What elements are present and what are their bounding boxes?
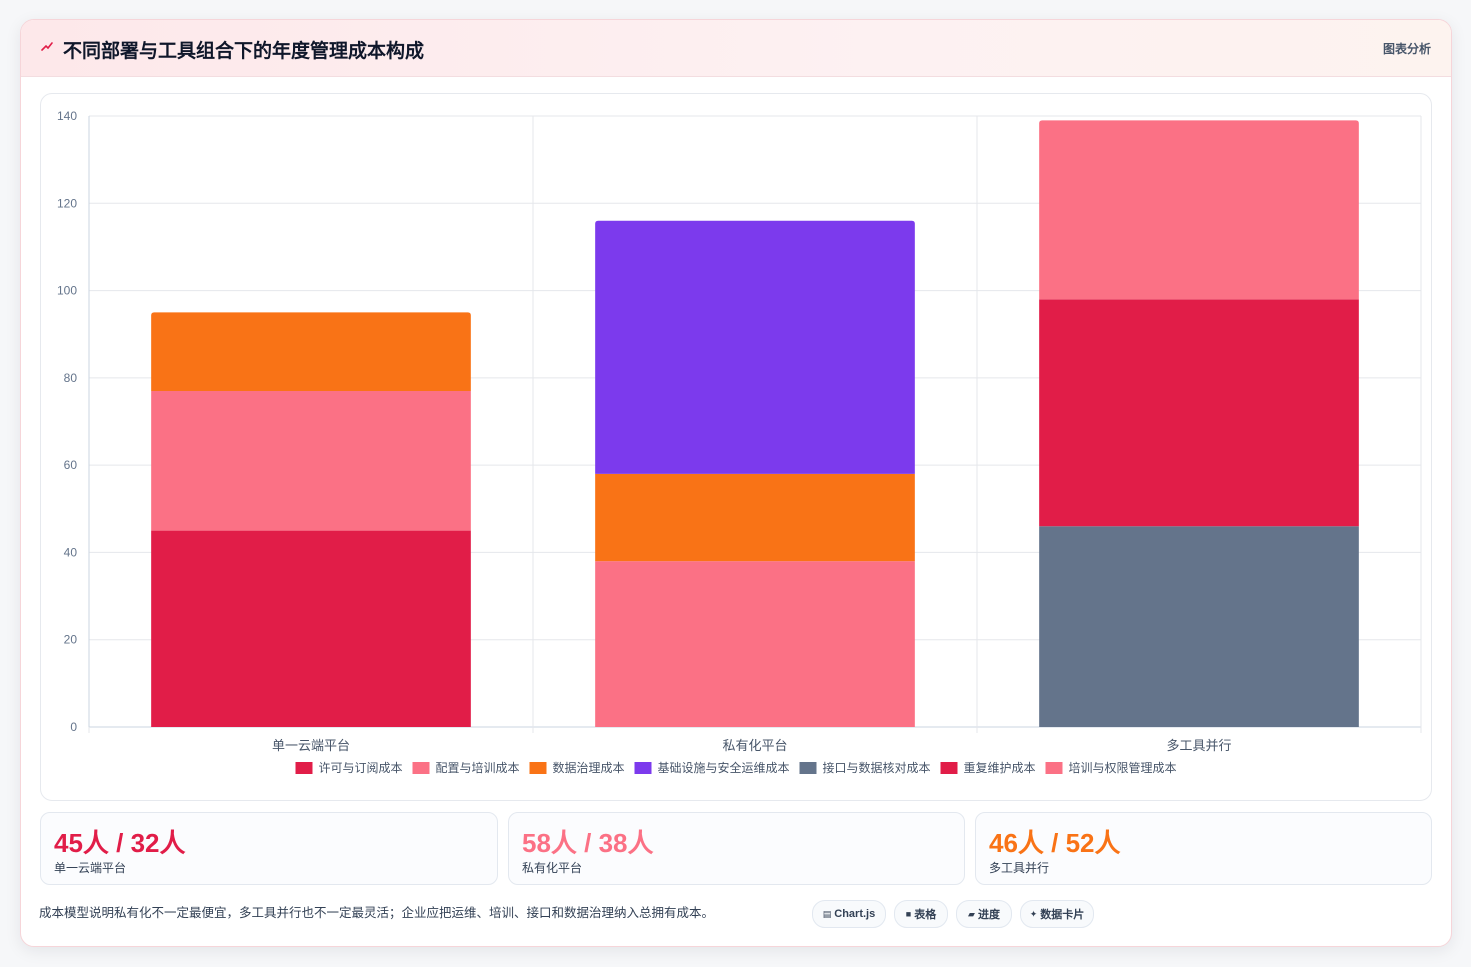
stat-value: 58人 / 38人: [522, 828, 654, 858]
y-tick-label: 0: [70, 720, 77, 734]
bar-segment: [151, 312, 471, 391]
stat-value: 46人 / 52人: [989, 828, 1121, 858]
x-tick-label: 私有化平台: [722, 738, 787, 753]
bar-segment: [1039, 120, 1359, 300]
footer-note: 成本模型说明私有化不一定最便宜，多工具并行也不一定最灵活；企业应把运维、培训、接…: [39, 906, 715, 920]
bar-segment: [595, 473, 915, 562]
x-tick-label: 单一云端平台: [272, 738, 350, 753]
legend-label: 许可与订阅成本: [319, 761, 403, 775]
table-icon: ■: [905, 909, 912, 919]
stat-card-private: 58人 / 38人 私有化平台: [508, 812, 965, 885]
legend-swatch: [1045, 762, 1063, 774]
stat-label: 单一云端平台: [54, 861, 127, 875]
stat-card-cloud: 45人 / 32人 单一云端平台: [40, 812, 498, 885]
legend-swatch: [634, 762, 652, 774]
legend-swatch: [529, 762, 547, 774]
bar-segment: [595, 561, 915, 727]
y-tick-label: 40: [64, 545, 78, 559]
chip-chartjs[interactable]: ▤ Chart.js: [812, 900, 886, 928]
legend-swatch: [295, 762, 313, 774]
x-tick-label: 多工具并行: [1166, 738, 1231, 753]
bar-segment: [151, 530, 471, 727]
legend-label: 培训与权限管理成本: [1069, 760, 1177, 775]
stacked-bar-chart: 0 20 40 60 80 100 120 140 单一云端平台 私有化平台 多工具并行许可与订阅成…: [57, 109, 1422, 775]
page-title: 不同部署与工具组合下的年度管理成本构成: [63, 41, 425, 62]
chip-label: Chart.js: [834, 908, 876, 920]
chip-label: 数据卡片: [1040, 909, 1085, 921]
legend-swatch: [412, 762, 430, 774]
y-tick-label: 120: [57, 196, 77, 210]
stat-card-multitool: 46人 / 52人 多工具并行: [975, 812, 1432, 885]
chart-analysis-tag[interactable]: 图表分析: [1382, 42, 1431, 56]
chip-progress[interactable]: ▰ 进度: [956, 900, 1012, 928]
sparkle-icon: ✦: [1029, 908, 1038, 919]
chip-table[interactable]: ■ 表格: [894, 900, 948, 928]
chart-card: 不同部署与工具组合下的年度管理成本构成 图表分析 0 20 40 60 80 100 120…: [20, 19, 1452, 947]
legend-swatch: [940, 762, 958, 774]
trend-icon: [41, 42, 53, 51]
y-tick-label: 20: [64, 633, 78, 647]
chip-data-card[interactable]: ✦ 数据卡片: [1020, 900, 1094, 928]
chart-container: 0 20 40 60 80 100 120 140 单一云端平台 私有化平台 多工具并行许可与订阅成…: [40, 93, 1432, 801]
legend-swatch: [799, 762, 817, 774]
y-tick-label: 140: [57, 109, 77, 123]
legend-label: 基础设施与安全运维成本: [658, 760, 790, 775]
stat-label: 多工具并行: [989, 861, 1050, 875]
chart-icon: ▤: [822, 908, 832, 919]
bar-segment: [595, 220, 915, 474]
bar-segment: [1039, 299, 1359, 527]
progress-icon: ▰: [968, 908, 975, 919]
legend-label: 重复维护成本: [964, 761, 1036, 775]
y-tick-label: 80: [64, 371, 78, 385]
bar-segment: [1039, 526, 1359, 727]
chip-label: 表格: [914, 909, 937, 921]
chip-label: 进度: [977, 909, 1000, 921]
stat-value: 45人 / 32人: [54, 828, 186, 858]
legend-label: 数据治理成本: [553, 760, 625, 775]
legend-label: 接口与数据核对成本: [823, 760, 931, 775]
y-tick-label: 100: [57, 284, 77, 298]
stat-label: 私有化平台: [522, 861, 583, 875]
card-header: 不同部署与工具组合下的年度管理成本构成 图表分析: [21, 20, 1451, 77]
bar-segment: [151, 390, 471, 531]
y-tick-label: 60: [64, 458, 78, 472]
legend-label: 配置与培训成本: [436, 760, 520, 775]
